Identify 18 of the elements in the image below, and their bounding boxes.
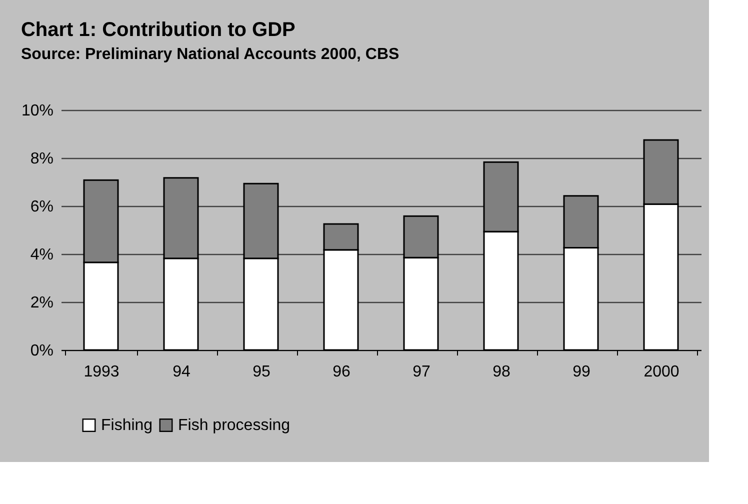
x-tick-label: 2000 bbox=[644, 364, 680, 380]
y-tick-label: 0% bbox=[30, 342, 54, 360]
legend-label: Fish processing bbox=[178, 417, 290, 434]
y-tick-label: 8% bbox=[30, 150, 54, 168]
chart-title: Chart 1: Contribution to GDP bbox=[20, 19, 296, 41]
chart-subtitle: Source: Preliminary National Accounts 2000, CBS bbox=[20, 46, 400, 63]
y-tick-label: 6% bbox=[30, 198, 54, 216]
x-tick-label: 97 bbox=[412, 364, 430, 380]
y-tick-label: 2% bbox=[30, 294, 54, 312]
x-tick-label: 98 bbox=[492, 364, 510, 380]
x-tick-label: 96 bbox=[332, 364, 350, 380]
x-tick-label: 95 bbox=[252, 364, 270, 380]
y-tick-label: 4% bbox=[30, 246, 54, 264]
x-tick-label: 1993 bbox=[84, 364, 120, 380]
y-tick-label: 10% bbox=[21, 102, 54, 120]
x-tick-label: 94 bbox=[172, 364, 190, 380]
legend-label: Fishing bbox=[101, 417, 153, 434]
x-tick-label: 99 bbox=[572, 364, 590, 380]
